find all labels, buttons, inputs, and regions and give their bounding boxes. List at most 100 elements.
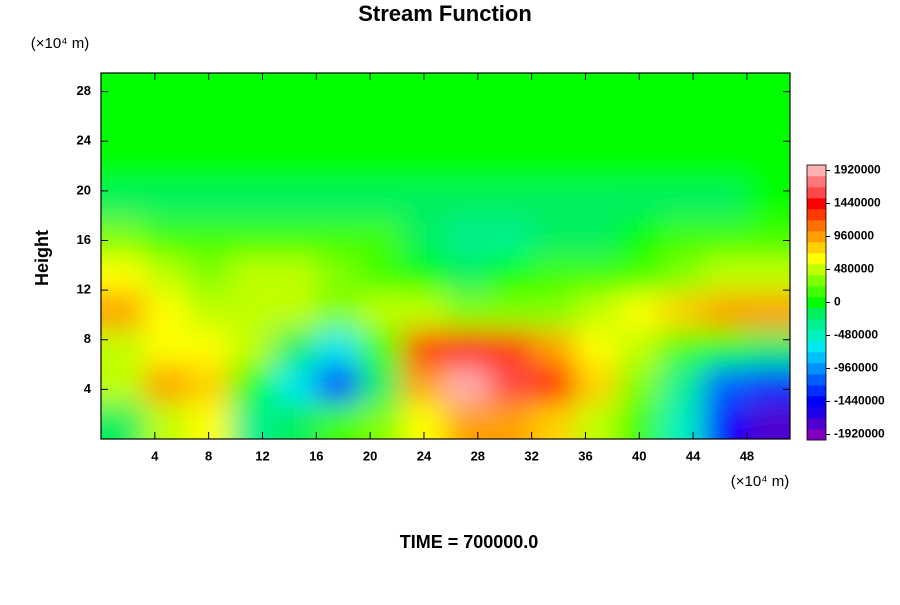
colorbar-band bbox=[807, 374, 826, 386]
colorbar-band bbox=[807, 396, 826, 408]
field-cell bbox=[617, 292, 662, 330]
field-cell bbox=[230, 292, 274, 330]
field-cell bbox=[531, 109, 576, 147]
field-cell bbox=[316, 329, 360, 367]
x-tick-label: 48 bbox=[740, 448, 754, 463]
colorbar-band bbox=[807, 319, 826, 331]
field-cell bbox=[746, 329, 790, 367]
field-cell bbox=[703, 365, 748, 403]
field-cell bbox=[574, 146, 619, 184]
field-cell bbox=[617, 219, 662, 257]
field-cell bbox=[230, 402, 274, 439]
field-cell bbox=[445, 146, 490, 184]
field-cell bbox=[359, 292, 403, 330]
field-cell bbox=[187, 146, 231, 184]
field-cell bbox=[488, 402, 533, 439]
colorbar-band bbox=[807, 418, 826, 430]
field-cell bbox=[144, 256, 188, 294]
plot-frame bbox=[100, 72, 791, 440]
field-cell bbox=[445, 109, 490, 147]
field-cell bbox=[703, 182, 748, 220]
colorbar-tick-label: 480000 bbox=[834, 262, 874, 276]
field-cell bbox=[574, 73, 619, 111]
field-cell bbox=[703, 146, 748, 184]
field-cell bbox=[316, 73, 360, 111]
field-cell bbox=[746, 109, 790, 147]
field-cell bbox=[273, 365, 317, 403]
field-cell bbox=[316, 365, 360, 403]
field-cell bbox=[746, 256, 790, 294]
field-cell bbox=[230, 109, 274, 147]
field-cell bbox=[445, 73, 490, 111]
colorbar-band bbox=[807, 209, 826, 221]
colorbar-tick-label: 960000 bbox=[834, 229, 874, 243]
x-tick-label: 8 bbox=[205, 448, 212, 463]
field-cell bbox=[187, 365, 231, 403]
colorbar-band bbox=[807, 286, 826, 298]
y-tick-label: 12 bbox=[77, 282, 91, 297]
field-cell bbox=[144, 219, 188, 257]
field-cell bbox=[402, 109, 446, 147]
field-cell bbox=[273, 219, 317, 257]
field-cell bbox=[617, 146, 662, 184]
field-cell bbox=[574, 329, 619, 367]
field-cell bbox=[445, 256, 490, 294]
field-cell bbox=[402, 182, 446, 220]
field-cell bbox=[316, 182, 360, 220]
colorbar-band bbox=[807, 275, 826, 287]
field-cell bbox=[230, 73, 274, 111]
y-tick-label: 24 bbox=[77, 133, 92, 148]
field-cell bbox=[660, 402, 705, 439]
field-cell bbox=[359, 329, 403, 367]
field-cell bbox=[746, 365, 790, 403]
field-cell bbox=[144, 109, 188, 147]
field-cell bbox=[703, 402, 748, 439]
field-cell bbox=[488, 182, 533, 220]
field-cell bbox=[445, 365, 490, 403]
field-cell bbox=[574, 256, 619, 294]
field-cell bbox=[488, 73, 533, 111]
field-cell bbox=[187, 256, 231, 294]
field-cell bbox=[316, 256, 360, 294]
field-cell bbox=[746, 292, 790, 330]
field-cell bbox=[273, 109, 317, 147]
colorbar-band bbox=[807, 220, 826, 232]
field-cell bbox=[574, 402, 619, 439]
colorbar-band bbox=[807, 308, 826, 320]
field-cell bbox=[144, 402, 188, 439]
field-cell bbox=[359, 146, 403, 184]
y-tick-label: 28 bbox=[77, 83, 91, 98]
field-cell bbox=[273, 146, 317, 184]
field-cell bbox=[574, 219, 619, 257]
colorbar-tick-label: 1440000 bbox=[834, 196, 881, 210]
field-cell bbox=[230, 329, 274, 367]
field-cell bbox=[230, 146, 274, 184]
field-cell bbox=[144, 182, 188, 220]
field-cell bbox=[531, 365, 576, 403]
field-cell bbox=[703, 329, 748, 367]
x-tick-label: 16 bbox=[309, 448, 323, 463]
field-cell bbox=[703, 73, 748, 111]
field-cell bbox=[746, 146, 790, 184]
field-cell bbox=[703, 256, 748, 294]
field-cell bbox=[703, 109, 748, 147]
field-cell bbox=[101, 402, 145, 439]
x-tick-label: 36 bbox=[578, 448, 592, 463]
field-cell bbox=[703, 219, 748, 257]
field-cell bbox=[402, 329, 446, 367]
field-cell bbox=[660, 219, 705, 257]
footer: TIME = 700000.0 bbox=[400, 532, 539, 552]
field-cell bbox=[144, 73, 188, 111]
field-cell bbox=[445, 292, 490, 330]
field-cell bbox=[187, 219, 231, 257]
field-cell bbox=[273, 292, 317, 330]
field-cell bbox=[402, 365, 446, 403]
colorbar-tick-label: -960000 bbox=[834, 361, 878, 375]
field-cell bbox=[445, 219, 490, 257]
field-cell bbox=[402, 292, 446, 330]
colorbar-band bbox=[807, 198, 826, 210]
x-tick-label: 4 bbox=[151, 448, 159, 463]
y-axis-label: Height bbox=[32, 230, 52, 286]
field-cell bbox=[316, 402, 360, 439]
colorbar-band bbox=[807, 176, 826, 188]
